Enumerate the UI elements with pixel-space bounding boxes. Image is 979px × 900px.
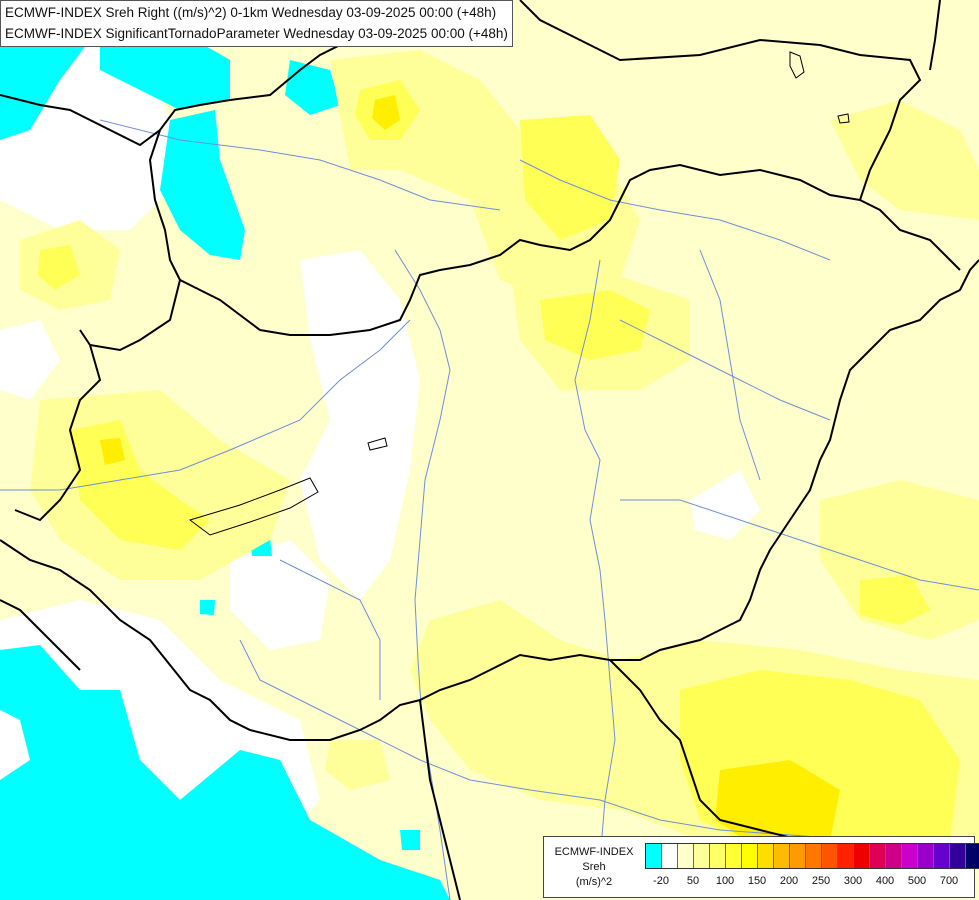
legend-swatch-11 [822, 844, 838, 868]
legend-swatch-5 [726, 844, 742, 868]
legend-tick-0: -20 [653, 875, 669, 887]
legend-swatch-14 [870, 844, 886, 868]
legend-tick-2: 100 [715, 875, 735, 887]
legend-title-line-1: ECMWF-INDEX [554, 846, 634, 858]
legend-swatch-3 [694, 844, 710, 868]
legend-tick-5: 250 [811, 875, 831, 887]
legend-swatch-12 [838, 844, 854, 868]
legend-swatch-18 [934, 844, 950, 868]
legend-swatch-0 [646, 844, 662, 868]
lakes [188, 51, 850, 536]
legend-swatch-6 [742, 844, 758, 868]
legend-tick-labels: -20 50 100 150 200 250 300 400 500 700 [645, 875, 970, 891]
legend-tick-8: 500 [907, 875, 927, 887]
legend-title: ECMWF-INDEX Sreh (m/s)^2 [544, 845, 644, 890]
legend-swatch-1 [662, 844, 678, 868]
legend-swatch-16 [902, 844, 918, 868]
legend-tick-3: 150 [747, 875, 767, 887]
legend-swatch-10 [806, 844, 822, 868]
legend-title-line-3: (m/s)^2 [575, 876, 613, 888]
legend-tick-4: 200 [779, 875, 799, 887]
white-areas [0, 40, 760, 880]
legend-tick-7: 400 [875, 875, 895, 887]
legend-swatch-8 [774, 844, 790, 868]
legend-tick-6: 300 [843, 875, 863, 887]
legend-swatch-2 [678, 844, 694, 868]
legend-swatch-20 [966, 844, 979, 868]
legend-swatch-19 [950, 844, 966, 868]
map-title-box: ECMWF-INDEX Sreh Right ((m/s)^2) 0-1km W… [0, 0, 513, 47]
color-legend: ECMWF-INDEX Sreh (m/s)^2 -20 50 100 150 200 2… [543, 836, 979, 898]
map-title-line-2: ECMWF-INDEX SignificantTornadoParameter … [5, 26, 508, 41]
legend-color-bar [645, 843, 979, 869]
map-title-line-1: ECMWF-INDEX Sreh Right ((m/s)^2) 0-1km W… [5, 5, 497, 20]
legend-tick-9: 700 [939, 875, 959, 887]
legend-title-line-2: Sreh [582, 861, 606, 873]
legend-swatch-9 [790, 844, 806, 868]
legend-swatch-17 [918, 844, 934, 868]
legend-swatch-4 [710, 844, 726, 868]
legend-swatch-7 [758, 844, 774, 868]
legend-swatch-15 [886, 844, 902, 868]
legend-tick-1: 50 [686, 875, 700, 887]
legend-swatch-13 [854, 844, 870, 868]
